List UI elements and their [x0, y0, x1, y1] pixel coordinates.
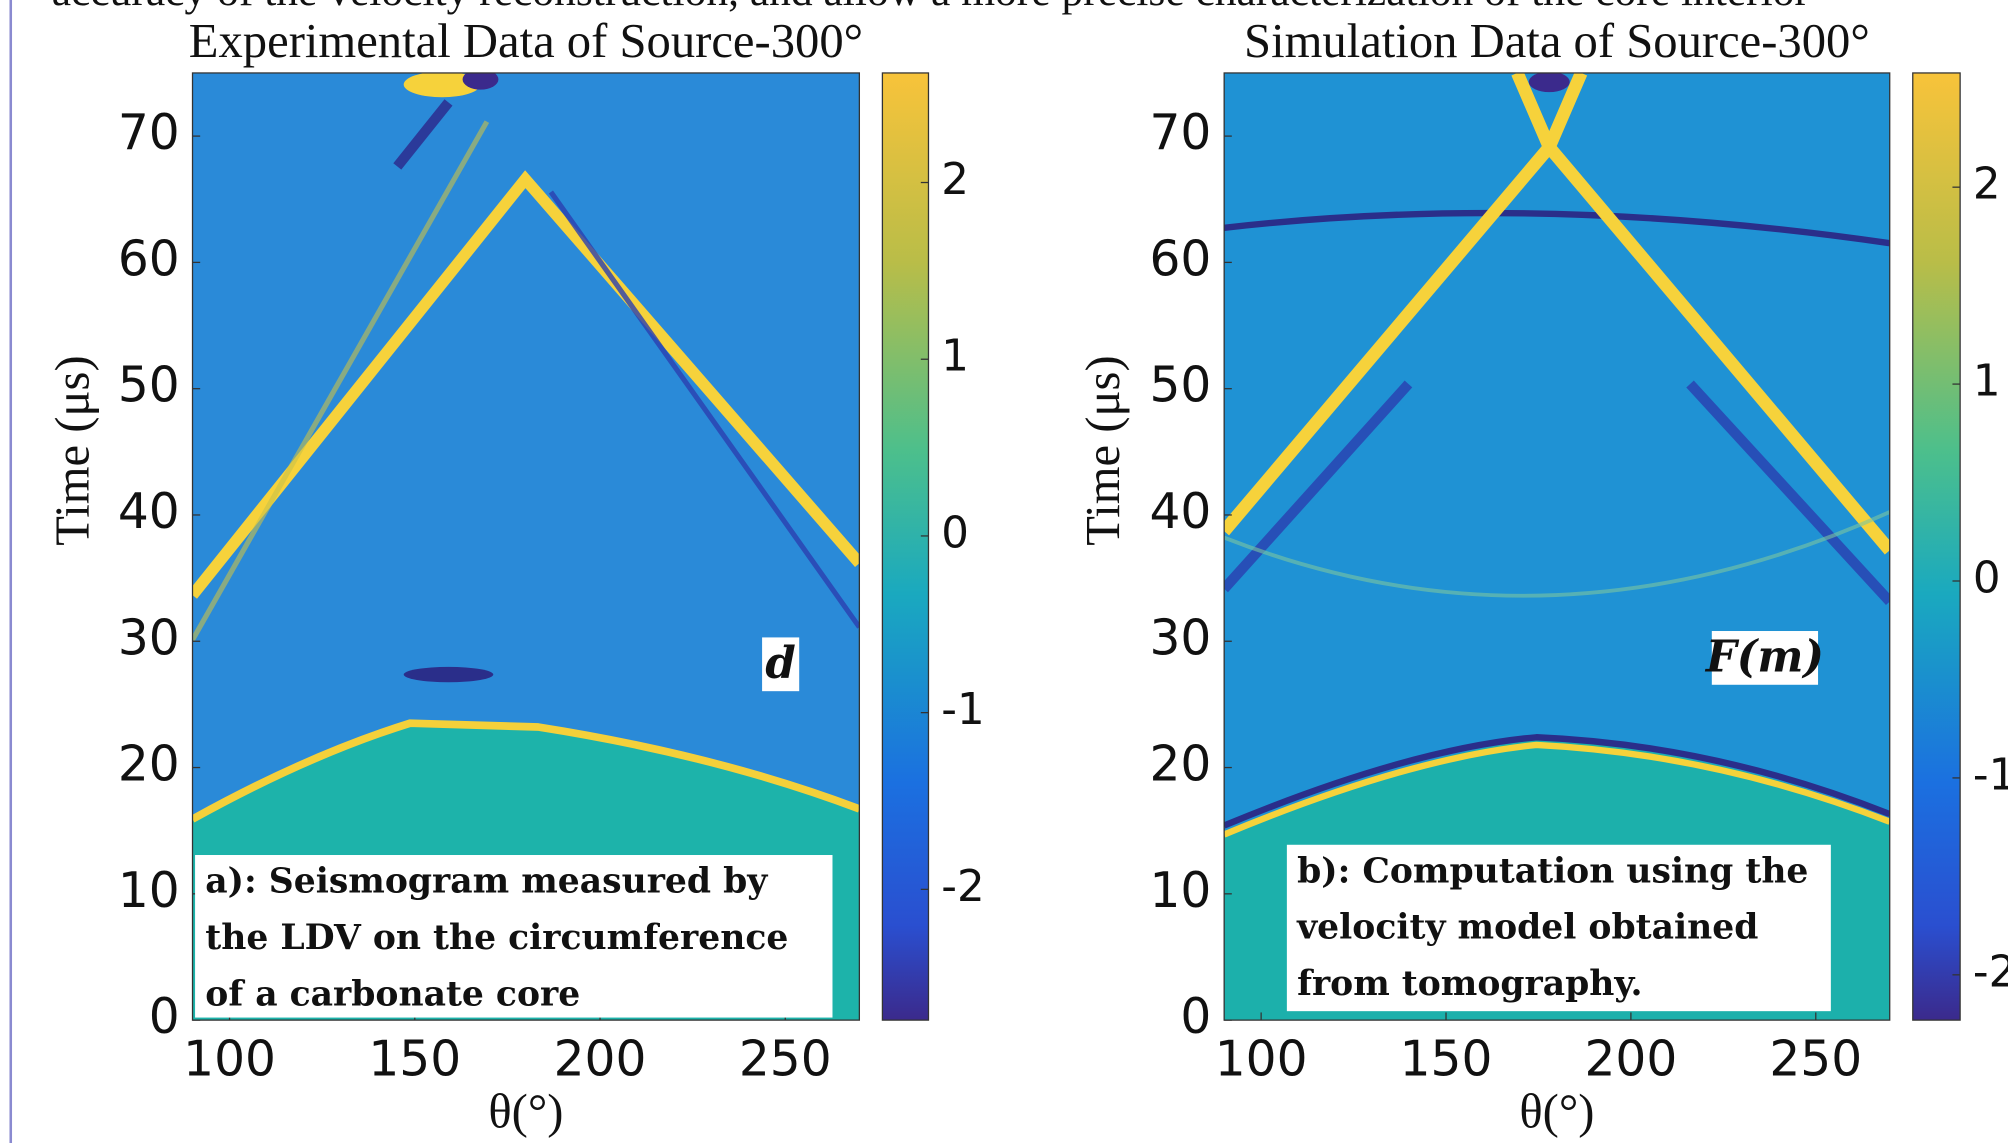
colorbar-tick-label: -1: [941, 685, 984, 735]
chart-title: Experimental Data of Source-300°: [189, 14, 863, 68]
caption-line: of a carbonate core: [205, 974, 580, 1014]
caption-line: velocity model obtained: [1296, 908, 1758, 948]
x-tick-label: 250: [739, 1031, 832, 1087]
annotation-box: [762, 637, 800, 692]
x-tick-label: 100: [1215, 1031, 1308, 1087]
y-tick-label: 60: [1149, 231, 1211, 287]
axes-frame: [1223, 72, 1891, 1021]
y-tick-label: 40: [118, 484, 180, 540]
colorbar-tick-label: 1: [941, 332, 969, 382]
y-tick-label: 0: [149, 989, 180, 1045]
caption-line: a): Seismogram measured by: [205, 862, 768, 902]
colorbar-tick-label: -1: [1973, 750, 2008, 800]
colorbar-tick-label: 0: [1973, 554, 2001, 604]
x-axis-label: θ(°): [1519, 1084, 1594, 1138]
y-tick-label: 10: [1149, 863, 1211, 919]
colorbar-tick-label: 2: [941, 155, 969, 205]
colorbar-tick-label: -2: [941, 862, 984, 912]
colorbar-tick-label: 0: [941, 508, 969, 558]
y-tick-label: 20: [1149, 737, 1211, 793]
caption-line: the LDV on the circumference: [205, 918, 788, 958]
x-tick-label: 100: [183, 1031, 276, 1087]
colorbar: [1912, 72, 1961, 1021]
axes-frame: [191, 72, 861, 1021]
y-tick-label: 70: [118, 105, 180, 161]
colorbar-tick-label: 1: [1973, 357, 2001, 407]
y-tick-label: 20: [118, 737, 180, 793]
caption-box: [1286, 844, 1831, 1012]
x-tick-label: 150: [1400, 1031, 1493, 1087]
colorbar: [881, 72, 930, 1021]
caption-fragment: accuracy of the velocity reconstruction,…: [52, 0, 1810, 15]
y-tick-label: 10: [118, 863, 180, 919]
y-tick-label: 30: [118, 610, 180, 666]
y-tick-label: 40: [1149, 484, 1211, 540]
y-axis-label: Time (μs): [1076, 355, 1130, 545]
annotation: d: [765, 638, 795, 689]
x-axis-label: θ(°): [488, 1084, 563, 1138]
y-tick-label: 70: [1149, 105, 1211, 161]
y-tick-label: 0: [1180, 989, 1211, 1045]
caption-line: b): Computation using the: [1297, 851, 1808, 891]
colorbar-tick-label: -2: [1973, 947, 2008, 997]
x-tick-label: 200: [1584, 1031, 1677, 1087]
x-tick-label: 150: [368, 1031, 461, 1087]
y-tick-label: 50: [118, 358, 180, 414]
colorbar-tick-label: 2: [1973, 160, 2001, 210]
chart-title: Simulation Data of Source-300°: [1244, 14, 1870, 68]
y-tick-label: 50: [1149, 358, 1211, 414]
annotation: F(m): [1704, 631, 1824, 682]
y-axis-label: Time (μs): [45, 355, 99, 545]
x-tick-label: 250: [1769, 1031, 1862, 1087]
y-tick-label: 60: [118, 231, 180, 287]
caption-box: [195, 855, 833, 1018]
x-tick-label: 200: [554, 1031, 647, 1087]
y-tick-label: 30: [1149, 610, 1211, 666]
annotation-box: [1711, 631, 1819, 685]
caption-line: from tomography.: [1297, 964, 1642, 1004]
